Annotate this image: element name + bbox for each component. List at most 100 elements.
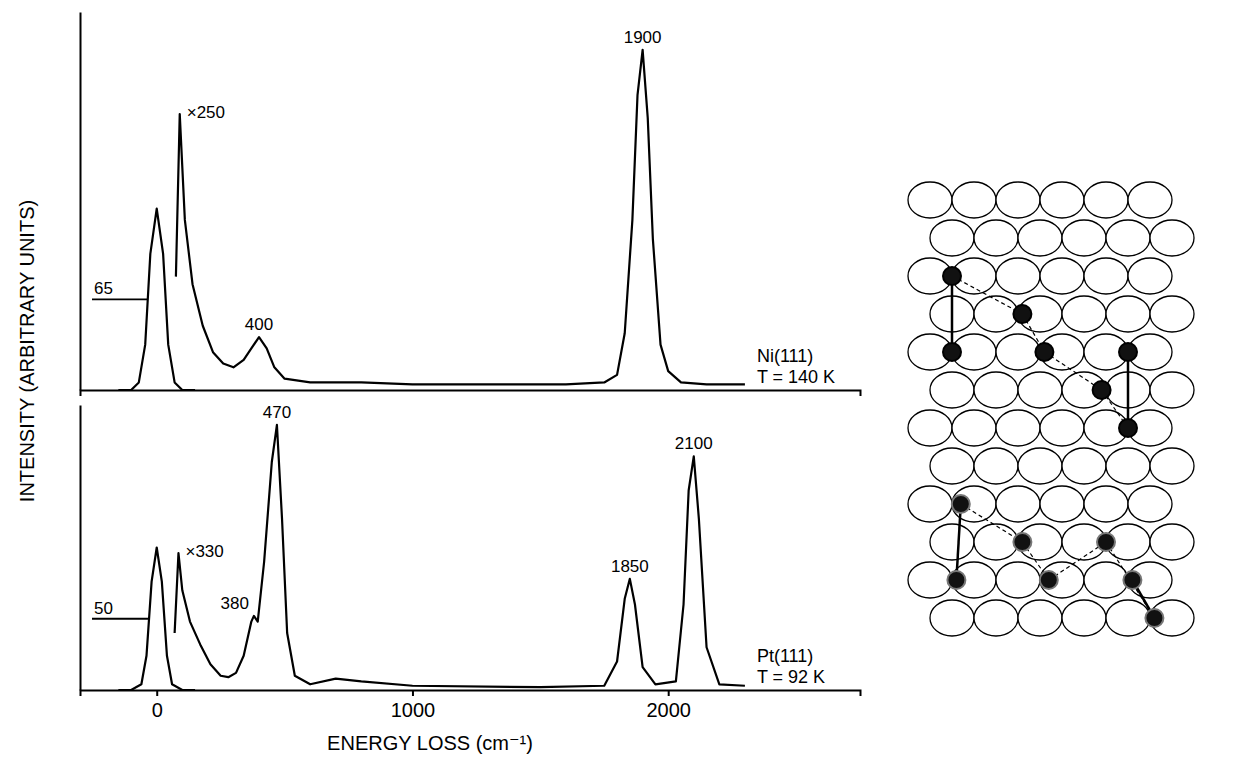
adsorbate — [1119, 419, 1137, 437]
peak-label: 2100 — [675, 434, 713, 453]
x-axis-title: ENERGY LOSS (cm⁻¹) — [327, 732, 533, 754]
adsorbate — [1040, 571, 1058, 589]
lattice-atom — [1018, 220, 1062, 256]
spectrum-line — [175, 425, 745, 687]
lattice-atom — [1150, 372, 1194, 408]
x-tick-mark — [668, 690, 670, 696]
adsorbate — [1097, 533, 1115, 551]
adsorbate — [1093, 381, 1111, 399]
lattice-link — [951, 276, 954, 352]
temperature-label: T = 92 K — [757, 667, 825, 687]
lattice-atom — [930, 372, 974, 408]
lattice-atom — [1018, 600, 1062, 636]
lattice-atom — [930, 600, 974, 636]
lattice-atom — [908, 182, 952, 218]
annotations: 50×33038047018502100Pt(111)T = 92 K — [92, 403, 825, 687]
lattice-atom — [1018, 448, 1062, 484]
y-axis-title: INTENSITY (ARBITRARY UNITS) — [16, 200, 38, 502]
magnification-label: ×250 — [187, 103, 225, 122]
resolution-label: 50 — [94, 599, 113, 618]
lattice-atom — [908, 486, 952, 522]
plot-marks — [118, 50, 745, 390]
peak-label: 1900 — [624, 28, 662, 47]
lattice-dashed-link — [961, 504, 1023, 542]
lattice-atom — [1062, 296, 1106, 332]
adsorbate — [1013, 533, 1031, 551]
lattice-atom — [996, 410, 1040, 446]
lattice-dashed-link — [1106, 542, 1154, 618]
lattice-atom — [952, 410, 996, 446]
lattice-atom — [1062, 600, 1106, 636]
figure: 65 ×250 400 1900 Ni(111)T = 140 K INTENSITY (… — [0, 0, 1235, 765]
lattice-atom — [1062, 448, 1106, 484]
x-tick-mark — [412, 690, 414, 696]
adsorbate — [1119, 343, 1137, 361]
lattice-link — [956, 504, 960, 580]
lattice-atom — [1128, 258, 1172, 294]
lattice-atom — [908, 410, 952, 446]
plot-marks — [118, 425, 745, 690]
lattice-atom — [1128, 182, 1172, 218]
lattice-atom — [974, 600, 1018, 636]
y-axis-line — [80, 13, 82, 391]
resolution-label: 65 — [94, 279, 113, 298]
lattice-atom — [996, 486, 1040, 522]
lattice-atom — [1150, 220, 1194, 256]
lattice-atom — [1150, 524, 1194, 560]
adsorbate — [943, 267, 961, 285]
x-axis: 0 1000 2000 — [81, 690, 861, 721]
lattice-atom — [1128, 486, 1172, 522]
x-tick: 2000 — [646, 690, 691, 721]
lattice-atom — [1062, 220, 1106, 256]
lattice-atom — [930, 524, 974, 560]
lattice-atom — [1106, 600, 1150, 636]
x-axis-line — [81, 691, 861, 697]
magnification-label: ×330 — [185, 542, 223, 561]
lattice-atom — [1084, 486, 1128, 522]
adsorbate — [952, 495, 970, 513]
lattice-atom — [974, 524, 1018, 560]
lattice-atom — [974, 448, 1018, 484]
adsorbate — [947, 571, 965, 589]
annotations: 65 ×250 400 1900 Ni(111)T = 140 K — [92, 28, 835, 387]
lattice-link — [1127, 352, 1130, 428]
lattice-atom — [974, 296, 1018, 332]
x-tick-label: 2000 — [646, 699, 691, 721]
lattice-atom — [1084, 562, 1128, 598]
lattice-diagram — [908, 182, 1194, 636]
x-axis — [81, 391, 861, 397]
adsorbate — [1145, 609, 1163, 627]
lattice-atom — [1084, 182, 1128, 218]
lattice-atom — [1106, 296, 1150, 332]
lattice-atom — [1106, 220, 1150, 256]
lattice-atom — [952, 182, 996, 218]
chart-root: 65 ×250 400 1900 Ni(111)T = 140 K INTENSITY (… — [0, 0, 1235, 765]
lattice-atom — [930, 220, 974, 256]
x-tick: 1000 — [391, 690, 436, 721]
lattice-atom — [1150, 448, 1194, 484]
x-tick-mark — [156, 690, 158, 696]
surface-label: Ni(111) — [757, 346, 813, 366]
x-tick: 0 — [152, 690, 163, 721]
lattice-atom — [1150, 296, 1194, 332]
lattice-atom — [996, 258, 1040, 294]
resolution-line — [92, 298, 148, 300]
lattice-atom — [1040, 486, 1084, 522]
lattice-atom — [952, 486, 996, 522]
peak-label: 380 — [221, 594, 249, 613]
lattice-dashed-link — [1049, 542, 1106, 580]
surface-label: Pt(111) — [757, 646, 813, 666]
panel: 65 ×250 400 1900 Ni(111)T = 140 K — [81, 13, 861, 397]
lattice-atom — [1040, 182, 1084, 218]
x-axis-line — [81, 391, 861, 397]
adsorbate — [1123, 571, 1141, 589]
lattice-atom — [1040, 258, 1084, 294]
spectrum-line — [176, 50, 745, 385]
lattice-atom — [974, 220, 1018, 256]
lattice-atom — [1084, 258, 1128, 294]
lattice-atom — [930, 448, 974, 484]
lattice-dashed-link — [952, 276, 1022, 314]
peak-label: 400 — [245, 315, 273, 334]
temperature-label: T = 140 K — [757, 367, 835, 387]
adsorbate — [1013, 305, 1031, 323]
